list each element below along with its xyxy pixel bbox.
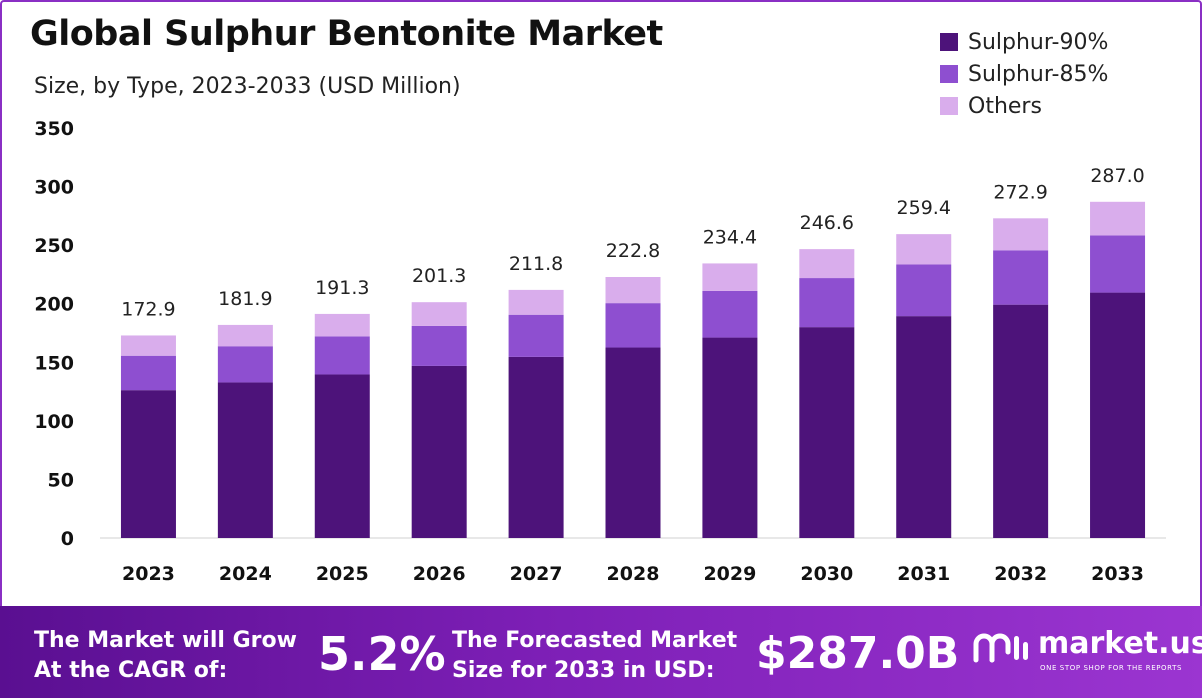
x-tick-label-2033: 2033 bbox=[1091, 563, 1144, 585]
data-label-total-2031: 259.4 bbox=[897, 197, 951, 219]
x-tick-label-2029: 2029 bbox=[703, 563, 756, 585]
legend-swatch-others bbox=[940, 97, 958, 115]
brand-name: market.us bbox=[1038, 626, 1202, 661]
bar-2028-others bbox=[605, 277, 661, 304]
brand-tagline: ONE STOP SHOP FOR THE REPORTS bbox=[1040, 664, 1183, 672]
x-tick-label-2027: 2027 bbox=[510, 563, 563, 585]
y-tick-label-150: 150 bbox=[34, 352, 74, 374]
legend: Sulphur-90% Sulphur-85% Others bbox=[940, 26, 1108, 122]
data-label-total-2029: 234.4 bbox=[703, 226, 757, 248]
bar-2033-sulphur-90 bbox=[1090, 292, 1146, 538]
bar-2026-others bbox=[411, 302, 467, 326]
bar-2025-others bbox=[314, 313, 370, 337]
legend-swatch-sulphur-85 bbox=[940, 65, 958, 83]
bar-2028-sulphur-90 bbox=[605, 347, 661, 538]
bar-2024-sulphur-85 bbox=[217, 346, 273, 383]
bar-2031-sulphur-85 bbox=[896, 264, 952, 317]
legend-label-others: Others bbox=[968, 93, 1042, 119]
y-tick-label-0: 0 bbox=[61, 528, 74, 550]
bar-2025-sulphur-90 bbox=[314, 374, 370, 538]
bar-2031-others bbox=[896, 234, 952, 265]
x-tick-label-2032: 2032 bbox=[994, 563, 1047, 585]
bar-2032-sulphur-85 bbox=[993, 250, 1049, 305]
bar-2030-sulphur-90 bbox=[799, 327, 855, 538]
data-label-total-2024: 181.9 bbox=[218, 288, 272, 310]
y-tick-label-350: 350 bbox=[34, 118, 74, 140]
chart-title: Global Sulphur Bentonite Market bbox=[30, 14, 663, 54]
bar-2031-sulphur-90 bbox=[896, 316, 952, 538]
chart-subtitle: Size, by Type, 2023-2033 (USD Million) bbox=[34, 74, 461, 99]
y-tick-label-200: 200 bbox=[34, 294, 74, 316]
stacked-bar-chart: 0 50 100 150 200 250 300 350 172.9 2023 181.9 2024 1… bbox=[34, 118, 1166, 585]
bar-2027-others bbox=[508, 289, 564, 315]
bar-2024-others bbox=[217, 324, 273, 347]
bar-2032-sulphur-90 bbox=[993, 304, 1049, 538]
x-tick-label-2023: 2023 bbox=[122, 563, 175, 585]
data-label-total-2023: 172.9 bbox=[121, 298, 175, 320]
y-tick-label-100: 100 bbox=[34, 411, 74, 433]
data-label-total-2030: 246.6 bbox=[800, 212, 854, 234]
bar-2027-sulphur-85 bbox=[508, 314, 564, 357]
bar-2030-others bbox=[799, 249, 855, 279]
data-label-total-2033: 287.0 bbox=[1090, 165, 1144, 187]
data-label-total-2028: 222.8 bbox=[606, 240, 660, 262]
footer-banner: The Market will Grow At the CAGR of: 5.2… bbox=[0, 606, 1202, 698]
bar-2028-sulphur-85 bbox=[605, 303, 661, 348]
bar-2023-sulphur-90 bbox=[120, 390, 176, 538]
x-tick-label-2025: 2025 bbox=[316, 563, 369, 585]
x-tick-label-2028: 2028 bbox=[607, 563, 660, 585]
bar-2033-sulphur-85 bbox=[1090, 235, 1146, 293]
bar-2023-others bbox=[120, 335, 176, 356]
bar-2026-sulphur-90 bbox=[411, 365, 467, 538]
data-label-total-2026: 201.3 bbox=[412, 265, 466, 287]
cagr-text: The Market will Grow At the CAGR of: bbox=[34, 628, 297, 683]
bar-2030-sulphur-85 bbox=[799, 278, 855, 328]
data-label-total-2032: 272.9 bbox=[993, 181, 1047, 203]
bar-2029-sulphur-85 bbox=[702, 290, 758, 338]
legend-item-sulphur-85: Sulphur-85% bbox=[940, 58, 1108, 90]
forecast-size-text: The Forecasted Market Size for 2033 in U… bbox=[452, 628, 738, 683]
bar-2026-sulphur-85 bbox=[411, 325, 467, 366]
bar-2023-sulphur-85 bbox=[120, 355, 176, 391]
legend-label-sulphur-90: Sulphur-90% bbox=[968, 29, 1109, 55]
bar-2029-others bbox=[702, 263, 758, 291]
forecast-size-value: $287.0B bbox=[756, 628, 960, 679]
x-tick-label-2031: 2031 bbox=[897, 563, 950, 585]
cagr-value: 5.2% bbox=[318, 627, 446, 681]
data-label-total-2025: 191.3 bbox=[315, 277, 369, 299]
market-us-logo-icon bbox=[973, 633, 1028, 663]
x-tick-label-2026: 2026 bbox=[413, 563, 466, 585]
data-label-total-2027: 211.8 bbox=[509, 253, 563, 275]
bar-2027-sulphur-90 bbox=[508, 356, 564, 538]
y-tick-label-50: 50 bbox=[48, 469, 74, 491]
y-tick-label-250: 250 bbox=[34, 235, 74, 257]
legend-item-sulphur-90: Sulphur-90% bbox=[940, 26, 1108, 58]
legend-swatch-sulphur-90 bbox=[940, 33, 958, 51]
bar-2029-sulphur-90 bbox=[702, 337, 758, 538]
legend-label-sulphur-85: Sulphur-85% bbox=[968, 61, 1109, 87]
bar-2033-others bbox=[1090, 201, 1146, 236]
legend-item-others: Others bbox=[940, 90, 1108, 122]
bar-2025-sulphur-85 bbox=[314, 336, 370, 375]
x-tick-label-2030: 2030 bbox=[800, 563, 853, 585]
bar-2024-sulphur-90 bbox=[217, 382, 273, 538]
x-tick-label-2024: 2024 bbox=[219, 563, 272, 585]
bar-2032-others bbox=[993, 218, 1049, 251]
y-tick-label-300: 300 bbox=[34, 177, 74, 199]
